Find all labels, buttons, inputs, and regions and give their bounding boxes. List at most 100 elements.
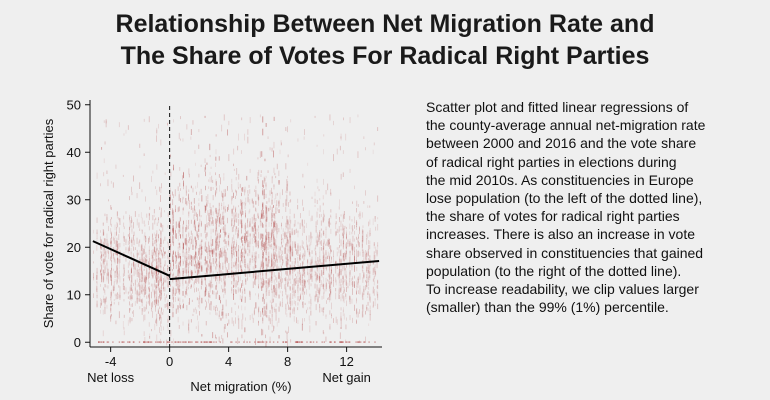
scatter-point: [318, 287, 320, 295]
scatter-point: [160, 317, 162, 324]
scatter-point: [241, 229, 242, 234]
scatter-point: [113, 238, 115, 244]
scatter-point: [190, 284, 192, 287]
scatter-point: [148, 287, 150, 294]
scatter-point: [198, 260, 200, 265]
scatter-point: [245, 203, 246, 206]
scatter-point: [156, 127, 158, 135]
scatter-point: [210, 166, 212, 169]
scatter-point: [182, 280, 184, 284]
scatter-point: [242, 244, 244, 247]
scatter-point: [119, 245, 121, 248]
scatter-point: [310, 239, 312, 243]
scatter-point: [215, 178, 217, 185]
scatter-point: [173, 338, 174, 345]
scatter-point: [157, 264, 159, 270]
scatter-point: [352, 201, 353, 204]
scatter-point: [197, 341, 199, 343]
scatter-point: [244, 339, 245, 343]
scatter-point: [254, 241, 255, 244]
scatter-point: [119, 255, 121, 259]
scatter-point: [112, 182, 114, 188]
scatter-point: [356, 266, 358, 272]
scatter-point: [145, 235, 147, 239]
scatter-point: [258, 308, 259, 314]
scatter-point: [340, 318, 342, 325]
scatter-point: [306, 289, 307, 295]
scatter-point: [237, 256, 239, 262]
scatter-point: [271, 284, 272, 291]
scatter-point: [262, 222, 263, 228]
scatter-point: [285, 243, 287, 247]
scatter-point: [204, 246, 206, 251]
scatter-point: [216, 281, 218, 287]
scatter-point: [145, 235, 146, 239]
scatter-point: [292, 287, 294, 294]
scatter-point: [159, 286, 161, 293]
scatter-point: [159, 251, 160, 256]
scatter-point: [233, 163, 234, 167]
scatter-point: [322, 218, 324, 224]
scatter-point: [190, 285, 192, 289]
scatter-point: [265, 273, 267, 279]
scatter-point: [172, 236, 174, 243]
scatter-point: [261, 239, 263, 247]
scatter-point: [372, 267, 374, 273]
scatter-point: [139, 258, 141, 264]
scatter-point: [262, 316, 264, 324]
scatter-point: [206, 232, 208, 236]
scatter-point: [209, 143, 211, 151]
scatter-point: [255, 260, 256, 266]
scatter-point: [372, 301, 374, 307]
scatter-point: [231, 341, 233, 343]
scatter-point: [325, 233, 327, 239]
scatter-point: [195, 252, 197, 256]
scatter-point: [252, 246, 254, 252]
scatter-point: [164, 286, 166, 292]
scatter-point: [316, 341, 318, 343]
scatter-point: [300, 213, 301, 219]
scatter-point: [289, 286, 291, 291]
scatter-point: [268, 279, 270, 286]
scatter-point: [118, 263, 120, 270]
scatter-point: [218, 310, 220, 315]
scatter-point: [180, 234, 181, 239]
scatter-point: [182, 251, 184, 258]
caption-line-8: increases. There is also an increase in …: [426, 226, 695, 243]
scatter-point: [274, 308, 276, 313]
scatter-point: [247, 220, 248, 224]
scatter-point: [275, 226, 277, 231]
scatter-point: [148, 237, 150, 240]
scatter-point: [180, 188, 181, 191]
scatter-point: [263, 248, 265, 252]
scatter-point: [123, 314, 125, 318]
scatter-point: [101, 272, 103, 276]
scatter-point: [271, 267, 273, 270]
scatter-point: [265, 305, 267, 310]
scatter-point: [266, 304, 268, 310]
scatter-point: [255, 200, 257, 205]
scatter-point: [331, 256, 332, 264]
scatter-point: [255, 221, 256, 227]
scatter-point: [355, 341, 357, 343]
scatter-point: [156, 265, 158, 269]
scatter-point: [290, 293, 292, 300]
scatter-point: [212, 195, 214, 201]
scatter-point: [100, 297, 101, 302]
scatter-point: [273, 254, 275, 259]
scatter-point: [195, 250, 197, 256]
scatter-point: [205, 249, 206, 252]
scatter-point: [100, 239, 101, 246]
scatter-point: [362, 298, 364, 301]
scatter-point: [223, 227, 225, 233]
scatter-point: [129, 217, 130, 220]
scatter-point: [310, 268, 312, 273]
scatter-point: [306, 341, 308, 343]
scatter-point: [199, 222, 200, 226]
scatter-point: [215, 253, 217, 257]
scatter-point: [179, 289, 181, 295]
scatter-point: [271, 314, 273, 321]
scatter-point: [155, 274, 157, 278]
scatter-point: [103, 158, 105, 164]
scatter-point: [185, 269, 187, 274]
